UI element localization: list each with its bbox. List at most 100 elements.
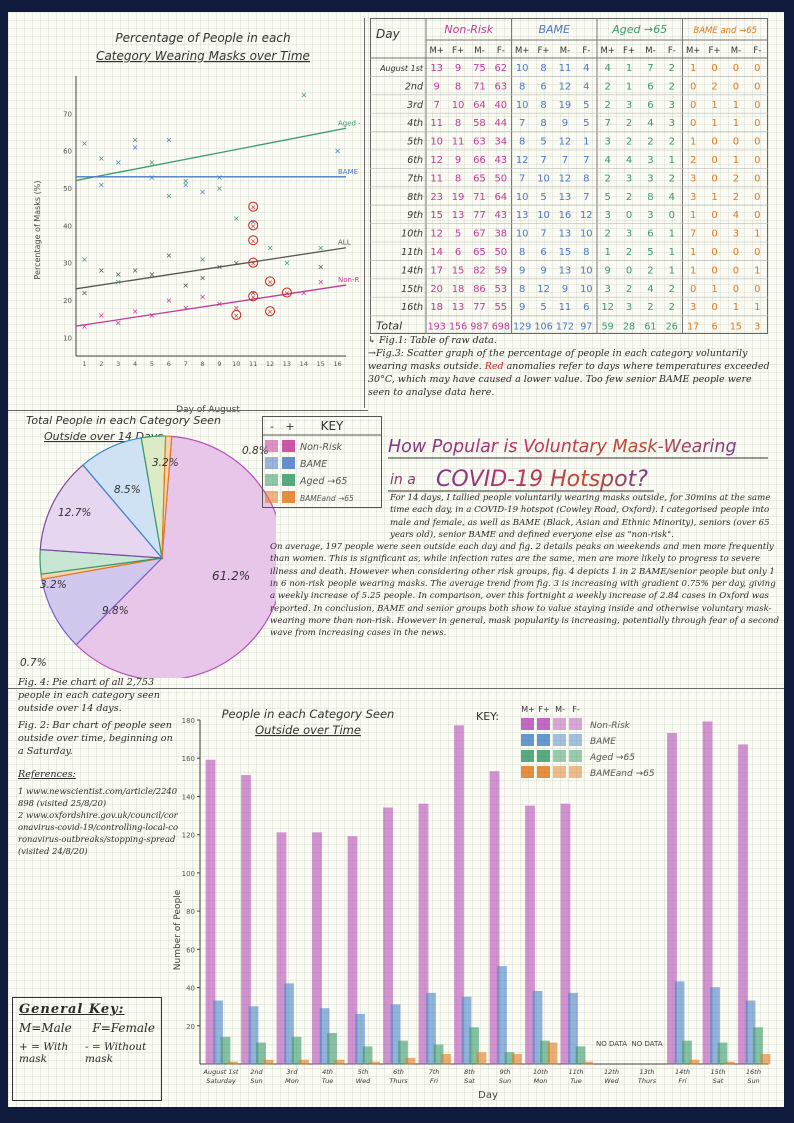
bar bbox=[228, 1061, 238, 1065]
bar bbox=[398, 1040, 408, 1065]
bar bbox=[390, 1004, 401, 1065]
table-cell: 1 bbox=[754, 302, 760, 313]
table-cell: 2 bbox=[605, 100, 611, 111]
scatter-point: × bbox=[317, 262, 324, 271]
table-cell: 6 bbox=[647, 229, 653, 240]
table-cell: 10 bbox=[516, 192, 529, 203]
table-cell: 2 bbox=[647, 302, 653, 313]
scatter-trendline bbox=[75, 284, 347, 327]
table-cell: 1 bbox=[754, 265, 760, 276]
fig3-caption-red: Red bbox=[484, 361, 504, 372]
table-group-header: BAME bbox=[538, 23, 570, 36]
bar-x-tick-label: 11th bbox=[569, 1068, 584, 1076]
scatter-point: × bbox=[115, 270, 122, 279]
scatter-x-tick: 8 bbox=[200, 360, 204, 368]
bar-legend-swatch bbox=[569, 734, 582, 746]
table-cell: 1 bbox=[690, 137, 696, 148]
scatter-point: × bbox=[199, 188, 206, 197]
table-day-label: 2nd bbox=[405, 81, 424, 92]
table-day-label: 7th bbox=[407, 173, 423, 184]
table-cell: 2 bbox=[669, 173, 675, 184]
scatter-x-tick: 16 bbox=[333, 360, 341, 368]
table-cell: 3 bbox=[626, 229, 632, 240]
scatter-x-tick: 3 bbox=[116, 360, 120, 368]
bar-x-tick-label: 9th bbox=[500, 1068, 511, 1076]
table-cell: 12 bbox=[430, 155, 443, 166]
table-total-cell: 193 bbox=[428, 322, 446, 333]
table-cell: 6 bbox=[455, 247, 461, 258]
table-cell: 12 bbox=[537, 284, 550, 295]
table-total-cell: 26 bbox=[666, 322, 678, 333]
reference-2: 2 www.oxfordshire.gov.uk/council/coronav… bbox=[18, 810, 178, 856]
bar-x-tick-label: 7th bbox=[429, 1068, 440, 1076]
table-cell: 1 bbox=[711, 118, 717, 129]
bar-x-tick-day: Sun bbox=[250, 1077, 262, 1085]
table-day-label: 4th bbox=[407, 118, 423, 129]
bar bbox=[583, 1061, 593, 1065]
pie-slices bbox=[39, 435, 285, 681]
bar-y-tick-label: 140 bbox=[182, 793, 195, 801]
table-cell: 7 bbox=[434, 100, 440, 111]
table-cell: 0 bbox=[754, 173, 760, 184]
reference-1: 1 www.newscientist.com/article/2240898 (… bbox=[18, 786, 178, 808]
table-cell: 3 bbox=[626, 173, 632, 184]
scatter-anomaly-ring bbox=[248, 201, 259, 212]
table-cell: 55 bbox=[494, 302, 507, 313]
table-total-cell: 6 bbox=[712, 322, 718, 333]
table-cell: 2 bbox=[690, 155, 696, 166]
scatter-point: × bbox=[233, 259, 240, 268]
table-cell: 1 bbox=[690, 247, 696, 258]
raw-data-table: Day Non-Risk M+ F+ M- F- BAME M+ F+ M- F- Aged →65 M… bbox=[370, 18, 768, 334]
bar-legend-label: Aged →65 bbox=[589, 753, 635, 763]
bar bbox=[667, 732, 677, 1065]
table-day-label: 14th bbox=[401, 265, 423, 276]
table-group-header: Non-Risk bbox=[444, 23, 493, 36]
table-cell: 4 bbox=[647, 284, 653, 295]
table-cell: 50 bbox=[494, 173, 507, 184]
key-swatch-without bbox=[265, 491, 278, 503]
table-cell: 18 bbox=[452, 284, 465, 295]
key-swatch-without bbox=[265, 440, 278, 452]
table-cell: 77 bbox=[473, 210, 486, 221]
table-cell: 0 bbox=[754, 284, 760, 295]
pie-slice bbox=[161, 435, 173, 559]
table-total-cell: 61 bbox=[644, 322, 656, 333]
general-key-male: M=Male bbox=[19, 1021, 72, 1035]
table-cell: 3 bbox=[690, 173, 696, 184]
table-cell: 1 bbox=[583, 137, 589, 148]
table-cell: 2 bbox=[647, 137, 653, 148]
divider bbox=[364, 18, 365, 408]
scatter-line-label: ALL bbox=[338, 239, 351, 247]
table-cell: 0 bbox=[711, 63, 717, 74]
table-cell: 1 bbox=[690, 63, 696, 74]
table-total-cell: 106 bbox=[534, 322, 552, 333]
table-cell: 8 bbox=[583, 247, 589, 258]
table-cell: 0 bbox=[711, 247, 717, 258]
table-group-header: BAME and →65 bbox=[693, 26, 757, 36]
table-cell: 6 bbox=[583, 302, 589, 313]
table-cell: 9 bbox=[562, 118, 568, 129]
table-cell: 15 bbox=[452, 265, 465, 276]
key-box: - + KEY Non-Risk BAME Aged →65 BAMEand →65 bbox=[262, 416, 382, 508]
bar bbox=[710, 987, 720, 1065]
key-svg: - + KEY Non-Risk BAME Aged →65 BAMEand →65 bbox=[262, 416, 382, 508]
table-subheader: M+ bbox=[686, 46, 700, 56]
table-cell: 0 bbox=[754, 100, 760, 111]
bar-x-tick-day: Wed bbox=[604, 1077, 619, 1085]
poster-sheet: Percentage of People in each Category We… bbox=[8, 12, 784, 1107]
key-header: + bbox=[285, 420, 294, 433]
scatter-x-tick: 11 bbox=[249, 360, 257, 368]
bar bbox=[575, 1046, 586, 1065]
bar-legend: KEY: M+ F+ M- F- Non-Risk BAME Aged →65 BAMEand … bbox=[476, 705, 655, 779]
bar-legend-swatch bbox=[569, 750, 582, 762]
scatter-anomaly-point: × bbox=[284, 290, 290, 298]
table-cell: 5 bbox=[540, 192, 546, 203]
scatter-x-tick: 14 bbox=[300, 360, 308, 368]
bar-bars: NO DATA NO DATA bbox=[205, 721, 771, 1065]
table-cell: 3 bbox=[669, 118, 675, 129]
bar-x-tick-day: Sat bbox=[713, 1077, 724, 1085]
bar-legend-swatch bbox=[553, 750, 566, 762]
table-border bbox=[370, 18, 768, 334]
